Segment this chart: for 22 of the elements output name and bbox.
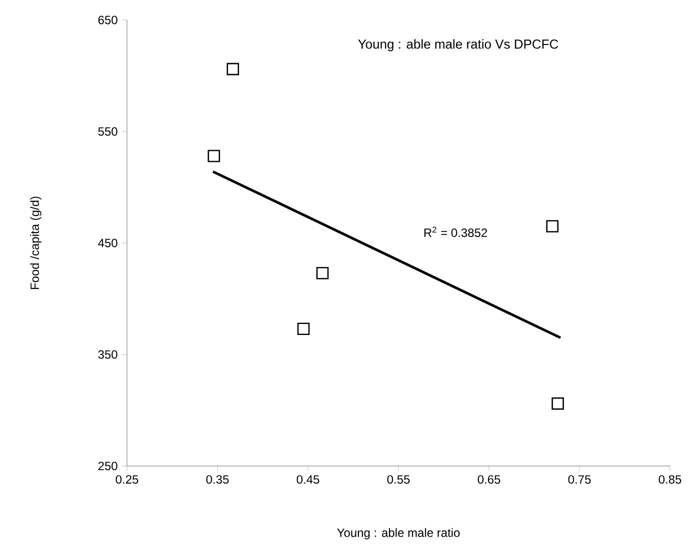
x-tick-label: 0.45 [296, 475, 320, 484]
x-tick-label: 0.55 [387, 475, 410, 484]
y-tick-label: 250 [98, 462, 118, 470]
x-tick-label: 0.75 [568, 475, 591, 484]
annotation: R$^{2}$ = 0.3852 [424, 226, 488, 238]
x-tick-label: 0.35 [206, 475, 229, 484]
point [226, 62, 240, 76]
point [546, 220, 559, 232]
y-tick-label: 650 [98, 16, 118, 24]
y-tick-label: 550 [98, 127, 118, 136]
y-axis-title: Food /capita (g/d) [30, 196, 42, 290]
text: Young : able male ratio Vs DPCFC [358, 39, 558, 52]
x-tick-label: 0.65 [478, 475, 500, 484]
x-tick-label: 0.25 [116, 475, 138, 484]
y-tick-label: 450 [98, 238, 118, 248]
y-tick-label: 350 [98, 350, 118, 359]
x-tick-label: 0.85 [658, 475, 682, 484]
point [552, 397, 564, 410]
x-axis-title: Young : able male ratio [337, 528, 460, 540]
point [208, 150, 220, 162]
point [297, 322, 310, 335]
point [316, 266, 329, 280]
